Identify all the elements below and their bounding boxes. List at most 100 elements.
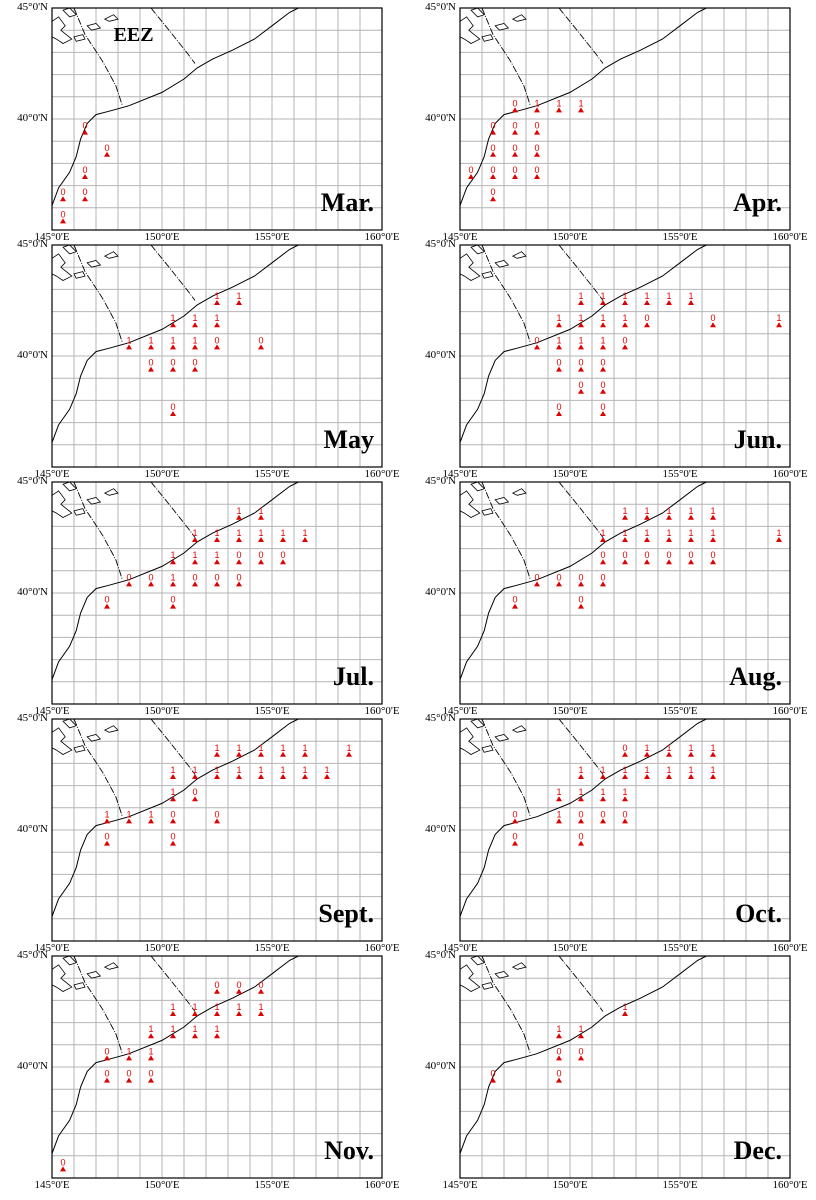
marker-value-label: 1	[170, 787, 175, 797]
observation-marker: 1	[556, 787, 562, 802]
longitude-tick-label: 155°0'E	[662, 942, 698, 954]
latitude-tick-label: 40°0'N	[17, 1060, 48, 1072]
latitude-tick-label: 40°0'N	[17, 586, 48, 598]
kuril-island	[494, 497, 510, 505]
eez-boundary-line	[558, 718, 604, 775]
map-frame	[459, 955, 791, 1179]
observation-marker: 1	[192, 1024, 198, 1039]
eez-boundary-line	[150, 7, 196, 64]
marker-value-label: 0	[512, 165, 517, 175]
marker-value-label: 1	[688, 528, 693, 538]
observation-marker: 1	[556, 335, 562, 350]
longitude-tick-label: 150°0'E	[552, 231, 588, 243]
map-canvas: 0 1 1 1 1 1 1 1 1 1 1 1 1 1 1 1 0 1 0 0 0 0 0	[459, 718, 791, 942]
eez-boundary-line	[73, 481, 123, 580]
observation-marker: 1	[258, 506, 264, 520]
longitude-tick-label: 160°0'E	[772, 231, 808, 243]
latitude-tick-label: 45°0'N	[17, 1, 48, 13]
triangle-icon	[776, 537, 782, 542]
kuril-island	[470, 718, 485, 729]
longitude-tick-label: 155°0'E	[254, 468, 290, 480]
map-panel-nov: 0 0 0 1 1 1 1 1 1 1 1 1 0 1 1 0 0 0 0 45°0'N 40°0'N 145°0'E 15…	[0, 948, 408, 1191]
triangle-icon	[104, 151, 110, 157]
kuril-island	[470, 244, 485, 255]
triangle-icon	[104, 1055, 110, 1061]
marker-value-label: 1	[644, 743, 649, 753]
triangle-icon	[170, 603, 176, 609]
observation-marker: 1	[192, 765, 198, 779]
kuril-island	[494, 734, 510, 742]
triangle-icon	[622, 537, 628, 542]
observation-marker: 1	[214, 528, 220, 542]
triangle-icon	[534, 344, 540, 350]
observation-marker: 0	[104, 143, 110, 157]
marker-value-label: 0	[468, 165, 473, 175]
longitude-tick-label: 145°0'E	[442, 1179, 478, 1191]
triangle-icon	[104, 818, 110, 824]
observation-marker: 0	[622, 809, 628, 824]
longitude-tick-label: 145°0'E	[442, 468, 478, 480]
triangle-icon	[214, 818, 220, 824]
marker-value-label: 1	[236, 528, 241, 538]
observation-marker: 0	[82, 121, 88, 135]
eez-outer-line	[459, 955, 707, 1154]
triangle-icon	[600, 411, 606, 416]
marker-value-label: 0	[236, 572, 241, 582]
triangle-icon	[512, 840, 518, 846]
observation-marker: 1	[556, 1024, 562, 1039]
observation-marker: 1	[302, 743, 308, 757]
observation-marker: 1	[148, 1046, 154, 1061]
observation-marker: 0	[512, 143, 518, 157]
marker-value-label: 0	[214, 572, 219, 582]
kuril-island	[481, 745, 494, 753]
marker-value-label: 1	[280, 765, 285, 775]
triangle-icon	[688, 751, 694, 757]
observation-marker: 0	[578, 572, 584, 587]
marker-value-label: 0	[644, 550, 649, 560]
observation-marker: 1	[666, 743, 672, 757]
triangle-icon	[148, 344, 154, 350]
observation-marker: 1	[236, 1002, 242, 1016]
marker-value-label: 0	[60, 1157, 65, 1167]
map-frame	[459, 7, 791, 231]
triangle-icon	[644, 537, 650, 542]
hokkaido-landmass	[459, 253, 481, 281]
kuril-island	[494, 971, 510, 979]
marker-value-label: 1	[148, 1024, 153, 1034]
marker-value-label: 0	[578, 380, 583, 390]
longitude-tick-label: 150°0'E	[144, 1179, 180, 1191]
observation-marker: 1	[346, 743, 352, 757]
marker-value-label: 0	[170, 809, 175, 819]
marker-value-label: 1	[688, 743, 693, 753]
triangle-icon	[170, 581, 176, 587]
longitude-tick-label: 155°0'E	[254, 705, 290, 717]
observation-marker: 0	[578, 809, 584, 824]
triangle-icon	[534, 151, 540, 157]
marker-value-label: 1	[710, 765, 715, 775]
triangle-icon	[258, 988, 264, 994]
longitude-tick-label: 145°0'E	[34, 705, 70, 717]
marker-value-label: 1	[666, 528, 671, 538]
triangle-icon	[302, 774, 308, 779]
marker-value-label: 1	[556, 1024, 561, 1034]
hokkaido-landmass	[51, 490, 73, 518]
observation-marker: 0	[104, 1069, 110, 1083]
triangle-icon	[214, 581, 220, 587]
observation-marker: 1	[170, 765, 176, 779]
triangle-icon	[236, 300, 242, 305]
marker-value-label: 0	[192, 358, 197, 368]
observation-marker: 1	[192, 1002, 198, 1016]
map-frame	[51, 481, 383, 705]
triangle-icon	[622, 1011, 628, 1016]
marker-value-label: 1	[666, 765, 671, 775]
map-panel-oct: 0 1 1 1 1 1 1 1 1 1 1 1 1 1 1 1 0 1 0 0 0 0 0 45°0'N 40°0'N 145°0…	[408, 711, 816, 954]
observation-marker: 1	[236, 506, 242, 520]
observation-marker: 1	[688, 765, 694, 779]
triangle-icon	[490, 174, 496, 179]
marker-value-label: 0	[622, 335, 627, 345]
triangle-icon	[556, 107, 562, 113]
triangle-icon	[534, 129, 540, 135]
observation-marker: 1	[644, 506, 650, 520]
triangle-icon	[600, 796, 606, 802]
observation-marker: 0	[60, 1157, 66, 1172]
